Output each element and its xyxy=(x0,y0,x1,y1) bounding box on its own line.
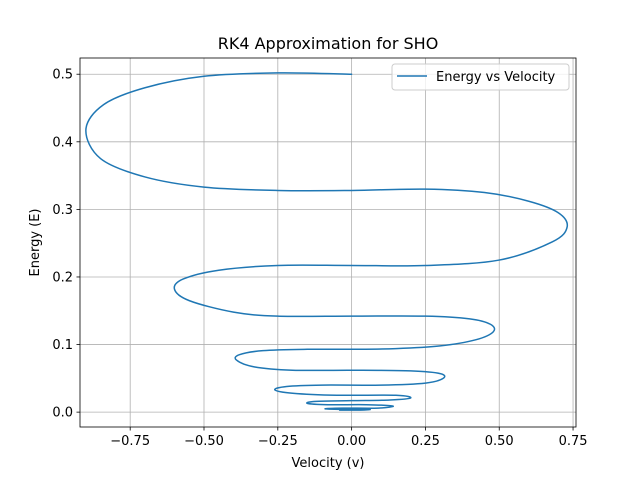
grid xyxy=(80,58,576,427)
x-tick-label: −0.25 xyxy=(258,434,298,449)
y-tick-label: 0.4 xyxy=(52,135,73,150)
x-tick-label: 0.75 xyxy=(559,434,588,449)
y-tick-label: 0.0 xyxy=(52,406,73,421)
y-tick-label: 0.2 xyxy=(52,270,73,285)
legend: Energy vs Velocity xyxy=(391,63,570,91)
y-tick-label: 0.5 xyxy=(52,68,73,83)
y-tick-label: 0.3 xyxy=(52,203,73,218)
y-axis-label: Energy (E) xyxy=(28,208,43,276)
x-tick-label: 0.25 xyxy=(411,434,440,449)
series-line-energy-vs-velocity xyxy=(85,72,569,411)
legend-box xyxy=(391,63,570,91)
legend-label: Energy vs Velocity xyxy=(436,70,556,85)
chart-title: RK4 Approximation for SHO xyxy=(218,34,439,53)
y-tick-label: 0.1 xyxy=(52,338,73,353)
x-tick-label: −0.75 xyxy=(110,434,150,449)
plot-area-frame xyxy=(79,57,577,428)
x-tick-label: 0.50 xyxy=(485,434,514,449)
x-axis-label: Velocity (v) xyxy=(292,456,365,471)
x-tick-label: 0.00 xyxy=(337,434,366,449)
x-tick-label: −0.50 xyxy=(184,434,224,449)
tick-marks xyxy=(76,73,574,431)
